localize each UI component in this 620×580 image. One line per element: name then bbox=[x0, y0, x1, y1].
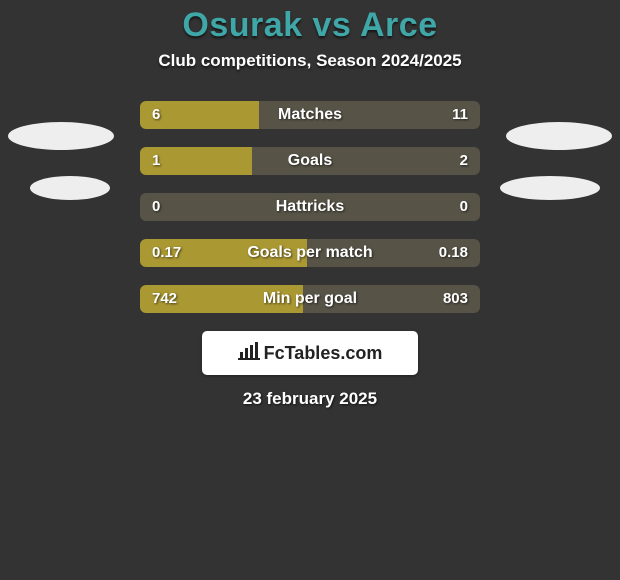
bar-track: Min per goal bbox=[140, 285, 480, 313]
bar-track: Matches bbox=[140, 101, 480, 129]
decor-ellipse bbox=[500, 176, 600, 200]
value-right: 11 bbox=[452, 101, 468, 129]
value-right: 0.18 bbox=[439, 239, 468, 267]
bar-label: Goals per match bbox=[140, 239, 480, 267]
page-title: Osurak vs Arce bbox=[0, 6, 620, 45]
bar-track: Goals bbox=[140, 147, 480, 175]
bar-label: Goals bbox=[140, 147, 480, 175]
bar-label: Min per goal bbox=[140, 285, 480, 313]
comparison-row: Goals1 2 bbox=[0, 147, 620, 177]
decor-ellipse bbox=[506, 122, 612, 150]
footer-date: 23 february 2025 bbox=[0, 389, 620, 409]
decor-ellipse bbox=[8, 122, 114, 150]
bar-track: Hattricks bbox=[140, 193, 480, 221]
chart-icon bbox=[238, 342, 260, 365]
comparison-row: Goals per match0.17 0.18 bbox=[0, 239, 620, 269]
value-right: 2 bbox=[460, 147, 468, 175]
bar-label: Hattricks bbox=[140, 193, 480, 221]
value-left: 1 bbox=[152, 147, 160, 175]
bar-label: Matches bbox=[140, 101, 480, 129]
value-right: 803 bbox=[443, 285, 468, 313]
value-left: 6 bbox=[152, 101, 160, 129]
page-container: Osurak vs Arce Club competitions, Season… bbox=[0, 0, 620, 580]
brand-badge: FcTables.com bbox=[202, 331, 418, 375]
comparison-row: Min per goal742 803 bbox=[0, 285, 620, 315]
page-subtitle: Club competitions, Season 2024/2025 bbox=[0, 51, 620, 71]
value-left: 0 bbox=[152, 193, 160, 221]
value-left: 742 bbox=[152, 285, 177, 313]
decor-ellipse bbox=[30, 176, 110, 200]
value-right: 0 bbox=[460, 193, 468, 221]
brand-text: FcTables.com bbox=[264, 343, 383, 364]
bar-track: Goals per match bbox=[140, 239, 480, 267]
value-left: 0.17 bbox=[152, 239, 181, 267]
